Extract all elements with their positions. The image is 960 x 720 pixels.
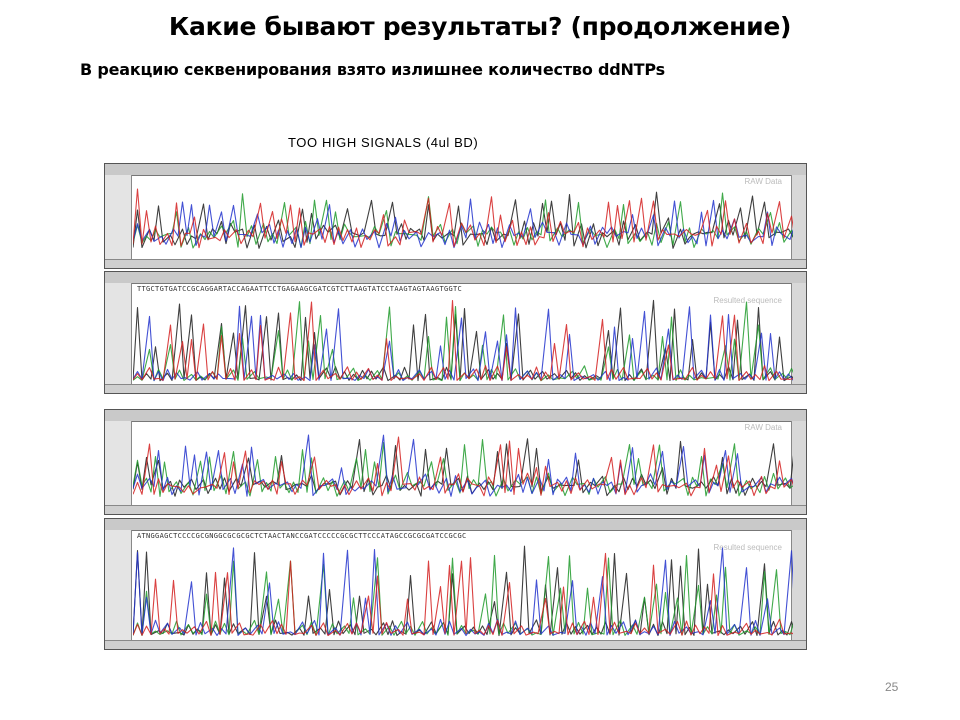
panel-titlebar [105, 519, 806, 531]
chromatogram-panel-raw-2: RAW Data [104, 409, 807, 515]
panel-label: Resulted sequence [713, 296, 783, 305]
trace-channel-2 [133, 305, 793, 382]
panel-frame-left [105, 421, 132, 506]
slide-title: Какие бывают результаты? (продолжение) [168, 12, 792, 41]
panel-frame-bottom [105, 640, 806, 649]
trace-channel-3 [133, 436, 793, 497]
panel-frame-left [105, 283, 132, 385]
slide-subtitle: В реакцию секвенирования взято излишнее … [80, 60, 665, 79]
page-number: 25 [885, 680, 899, 694]
sequence-strip: ATNGGAGCTCCCCGCGNGGCGCGCGCTCTAACTANCCGAT… [137, 532, 467, 540]
panel-titlebar [105, 410, 806, 422]
panel-frame-left [105, 530, 132, 641]
panel-frame-bottom [105, 259, 806, 268]
chromatogram-panel-sequence-1: TTGCTGTGATCCGCAGGARTACCAGAATTCCTGAGAAGCG… [104, 271, 807, 394]
trace-channel-0 [133, 191, 793, 249]
chromatogram-panel-sequence-2: ATNGGAGCTCCCCGCGNGGCGCGCGCTCTAACTANCCGAT… [104, 518, 807, 650]
sequence-strip: TTGCTGTGATCCGCAGGARTACCAGAATTCCTGAGAAGCG… [137, 285, 463, 293]
panel-label: RAW Data [744, 423, 783, 432]
trace-channel-3 [133, 188, 793, 249]
trace-channel-3 [133, 552, 793, 637]
trace-plot [133, 434, 793, 497]
panel-frame-right [791, 175, 806, 260]
panel-frame-right [791, 530, 806, 641]
panel-frame-right [791, 421, 806, 506]
panel-frame-left [105, 175, 132, 260]
trace-plot [133, 545, 793, 637]
trace-channel-2 [133, 434, 793, 497]
trace-channel-2 [133, 547, 793, 637]
trace-channel-3 [133, 299, 793, 382]
figure-caption: TOO HIGH SIGNALS (4ul BD) [288, 135, 479, 150]
panel-frame-bottom [105, 384, 806, 393]
chromatogram-panel-raw-1: RAW Data [104, 163, 807, 269]
trace-plot [133, 299, 793, 382]
panel-titlebar [105, 164, 806, 176]
trace-plot [133, 188, 793, 249]
panel-titlebar [105, 272, 806, 284]
panel-label: Resulted sequence [713, 543, 783, 552]
panel-label: RAW Data [744, 177, 783, 186]
panel-frame-bottom [105, 505, 806, 514]
panel-frame-right [791, 283, 806, 385]
